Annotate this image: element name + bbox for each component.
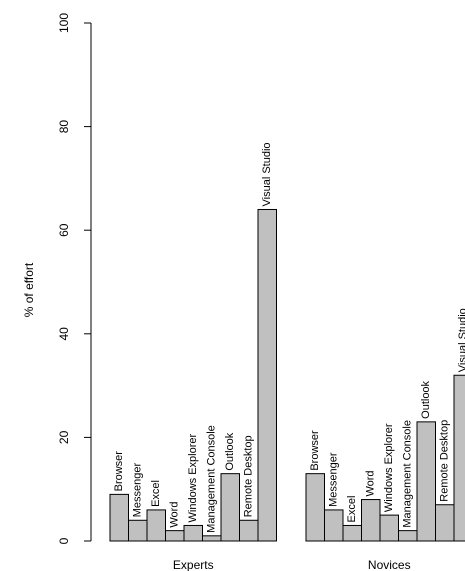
bar-label: Browser xyxy=(309,430,321,471)
bar-label: Excel xyxy=(346,496,358,523)
bar xyxy=(239,519,259,542)
bar xyxy=(183,524,203,542)
y-tick-label: 100 xyxy=(57,13,71,33)
bar xyxy=(128,519,148,542)
bar xyxy=(165,530,185,542)
bar-label: Browser xyxy=(113,451,125,492)
bar xyxy=(379,514,399,542)
bar xyxy=(257,208,277,542)
y-tick-label: 20 xyxy=(57,430,71,444)
bar xyxy=(324,509,344,542)
bar-label: Excel xyxy=(150,480,162,507)
bars xyxy=(109,208,465,542)
bar-label: Messenger xyxy=(328,452,340,507)
bar-label: Windows Explorer xyxy=(383,423,395,512)
bar-label: Remote Desktop xyxy=(439,420,451,502)
y-tick-label: 0 xyxy=(57,537,71,544)
y-tick-label: 80 xyxy=(57,120,71,134)
bar-label: Visual Studio xyxy=(261,142,273,206)
y-axis-label: % of effort xyxy=(22,262,36,317)
group-label: Experts xyxy=(173,558,214,571)
bar-label: Outlook xyxy=(224,432,236,470)
bar-label: Word xyxy=(169,502,181,528)
y-axis: 0 20 40 60 80 100 xyxy=(57,13,92,544)
y-tick-label: 40 xyxy=(57,327,71,341)
bar xyxy=(453,374,465,542)
bar-label: Word xyxy=(365,470,377,496)
group-label: Novices xyxy=(368,558,411,571)
bar xyxy=(305,473,325,542)
bar xyxy=(342,524,362,542)
bar xyxy=(109,493,129,542)
bar-label: Management Console xyxy=(206,425,218,533)
bar-label: Messenger xyxy=(132,463,144,518)
bar-label: Outlook xyxy=(420,380,432,418)
y-tick-label: 60 xyxy=(57,223,71,237)
bar xyxy=(398,530,418,542)
bar xyxy=(202,535,222,542)
bar-label: Windows Explorer xyxy=(187,433,199,522)
bar-labels: Browser Messenger Excel Word Windows Explore… xyxy=(113,142,465,532)
bar xyxy=(220,473,240,542)
bar-label: Management Console xyxy=(402,420,414,528)
bar-label: Visual Studio xyxy=(457,308,465,372)
bar xyxy=(361,499,381,542)
bar-label: Remote Desktop xyxy=(243,435,255,517)
bar xyxy=(435,504,455,542)
bar xyxy=(146,509,166,542)
bar xyxy=(416,421,436,542)
group-labels: Experts Novices xyxy=(173,558,411,571)
